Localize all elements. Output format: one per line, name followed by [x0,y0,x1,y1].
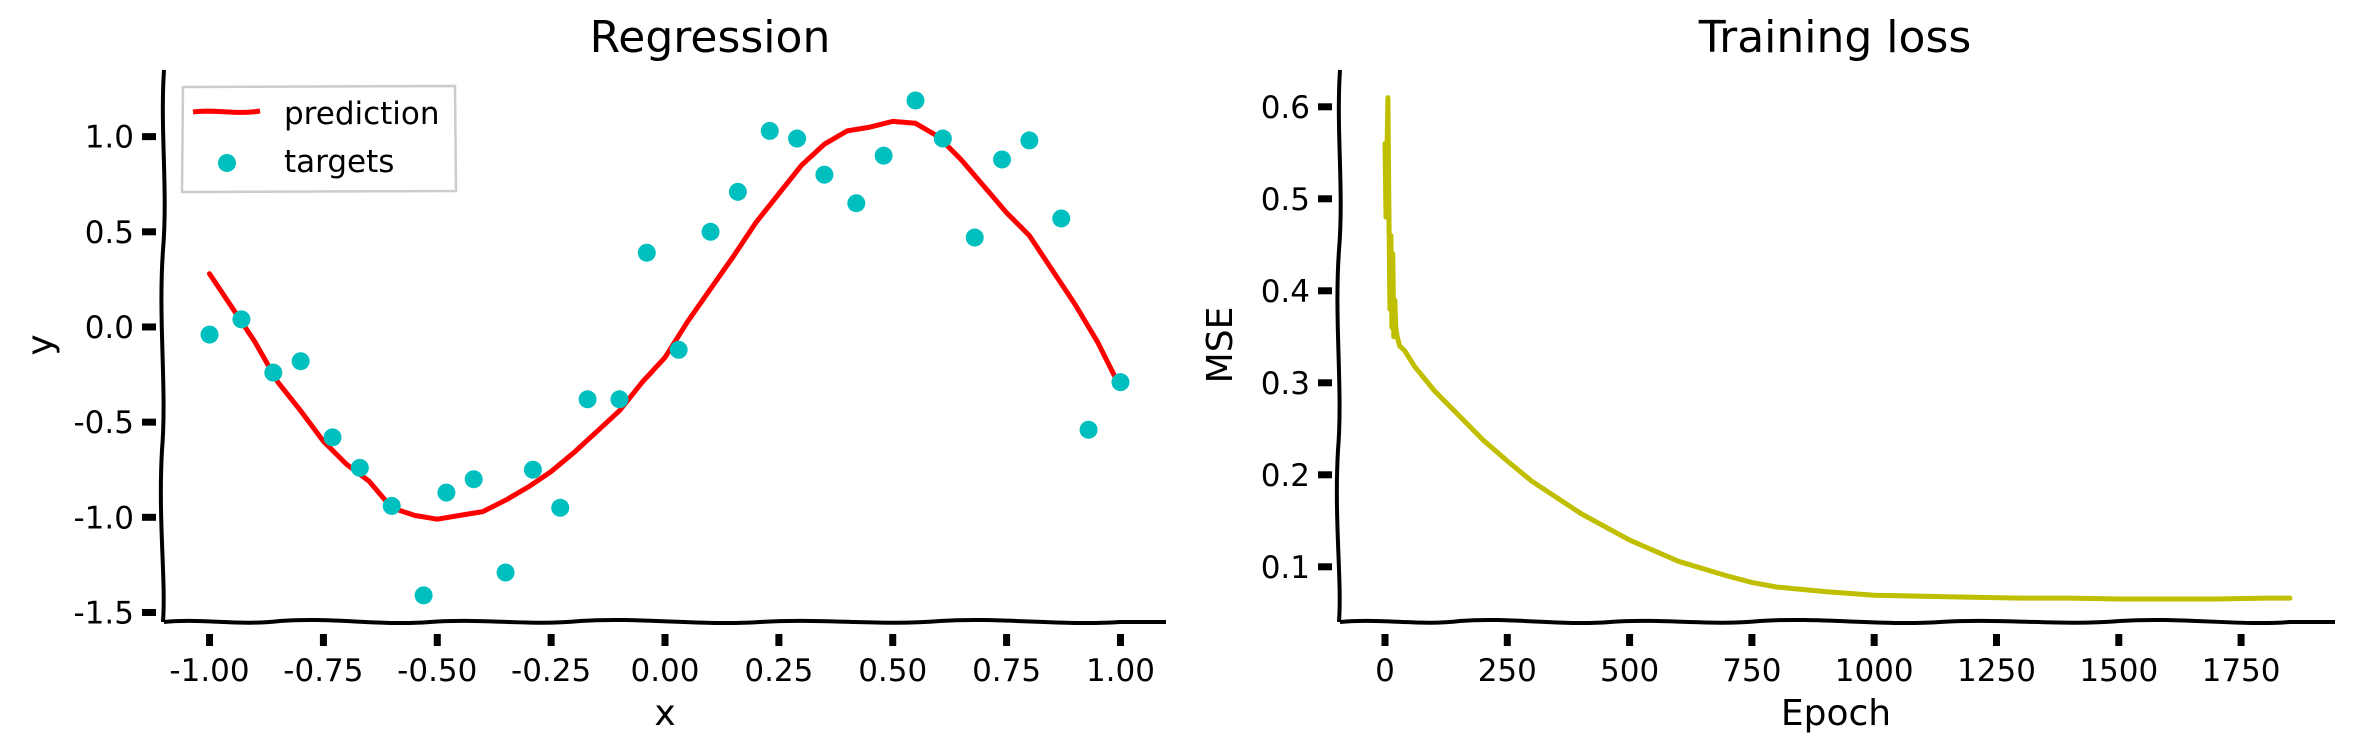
target-point [382,496,401,515]
x-tick-label: -0.25 [511,653,591,689]
target-point [200,325,219,344]
regression-y-axis-label: y [20,334,61,355]
y-tick-label: 0.3 [1261,366,1310,402]
target-point [414,586,433,605]
y-tick-label: 0.1 [1261,550,1310,586]
loss-y-axis-label: MSE [1200,307,1241,384]
legend-prediction-label: prediction [284,96,440,132]
regression-x-axis-label: x [654,693,675,734]
target-point [350,458,369,477]
target-point [291,352,310,371]
target-point [523,460,542,479]
x-tick-label: 0.00 [630,653,699,689]
x-tick-label: -0.75 [283,653,363,689]
x-tick-label: 250 [1478,653,1537,689]
regression-title: Regression [590,12,831,63]
x-tick-label: 1500 [2079,653,2158,689]
target-point [701,222,720,241]
target-point [847,194,866,213]
loss-y-axis-spine [1334,69,1343,623]
x-tick-label: 500 [1600,653,1659,689]
x-tick-label: 1000 [1835,653,1914,689]
training-loss-title: Training loss [1698,12,1972,63]
target-point [232,310,251,329]
target-point [906,91,925,110]
target-point [1020,131,1039,150]
target-point [874,146,893,165]
target-point [578,390,597,409]
regression-panel: Regression -1.00 -0.75 -0.50 -0.25 0.00 0.25 0… [20,12,1166,734]
legend-targets-marker [218,154,236,172]
x-tick-label: 1750 [2202,653,2281,689]
loss-line [1382,95,2293,602]
y-tick-label: -1.0 [74,500,135,536]
target-point [728,182,747,201]
target-point [933,129,952,148]
x-tick-label: 1.00 [1086,653,1155,689]
x-tick-label: 1250 [1957,653,2036,689]
target-point [496,563,515,582]
target-point [323,428,342,447]
target-point [551,498,570,517]
target-point [1079,420,1098,439]
x-tick-label: 750 [1722,653,1781,689]
y-tick-label: 1.0 [85,120,134,156]
x-tick-label: -1.00 [169,653,249,689]
x-tick-label: 0 [1375,653,1395,689]
target-point [965,228,984,247]
target-point [788,129,807,148]
target-point [464,470,483,489]
legend-targets-label: targets [284,144,394,180]
training-loss-panel: Training loss 0 250 500 750 1000 1250 1500 1750… [1200,12,2335,734]
target-point [993,150,1012,169]
y-tick-label: 0.0 [85,310,134,346]
target-point [669,340,688,359]
target-point [760,121,779,140]
loss-x-axis-label: Epoch [1781,693,1891,734]
x-tick-label: 0.50 [858,653,927,689]
y-tick-label: -1.5 [74,595,135,631]
target-point [264,363,283,382]
regression-y-axis-spine [158,69,167,623]
target-point [815,165,834,184]
target-point [1111,373,1130,392]
legend-prediction-swatch [192,108,261,115]
target-point [610,390,629,409]
target-point [1052,209,1071,228]
x-tick-label: 0.25 [744,653,813,689]
y-tick-label: 0.6 [1261,90,1310,126]
y-tick-label: 0.5 [1261,182,1310,218]
x-tick-label: -0.50 [397,653,477,689]
regression-legend: prediction targets [180,84,458,194]
y-tick-label: -0.5 [74,405,135,441]
y-tick-label: 0.4 [1261,274,1310,310]
y-tick-label: 0.5 [85,215,134,251]
y-tick-label: 0.2 [1261,458,1310,494]
regression-x-axis-spine [163,617,1166,626]
loss-x-axis-spine [1339,617,2335,626]
target-point [437,483,456,502]
x-tick-label: 0.75 [972,653,1041,689]
target-point [637,243,656,262]
